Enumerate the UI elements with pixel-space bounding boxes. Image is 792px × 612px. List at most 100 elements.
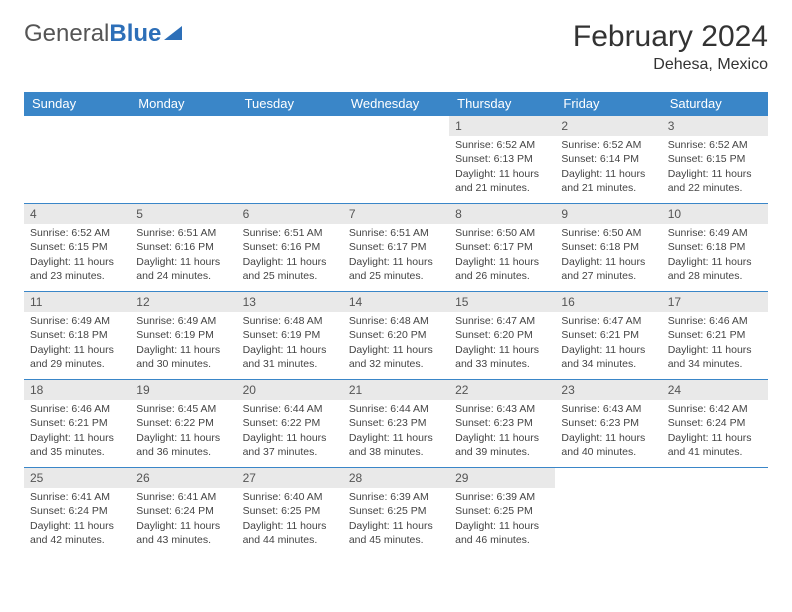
calendar-day-cell: 11Sunrise: 6:49 AMSunset: 6:18 PMDayligh… [24, 292, 130, 380]
brand-logo: GeneralBlue [24, 20, 182, 48]
day-body: Sunrise: 6:51 AMSunset: 6:17 PMDaylight:… [343, 224, 449, 287]
calendar-day-cell: 16Sunrise: 6:47 AMSunset: 6:21 PMDayligh… [555, 292, 661, 380]
sunset-line: Sunset: 6:14 PM [561, 152, 655, 166]
day-number: 16 [555, 292, 661, 312]
calendar-week-row: 1 Sunrise: 6:52 AMSunset: 6:13 PM Daylight… [24, 116, 768, 204]
sunrise-line: Sunrise: 6:39 AM [455, 490, 549, 504]
daylight-line: Daylight: 11 hours and 29 minutes. [30, 343, 124, 371]
day-number-empty [662, 468, 768, 488]
brand-part1: General [24, 20, 109, 48]
calendar-day-cell: 21Sunrise: 6:44 AMSunset: 6:23 PMDayligh… [343, 380, 449, 468]
sunset-line: Sunset: 6:18 PM [668, 240, 762, 254]
day-body: Sunrise: 6:44 AMSunset: 6:22 PMDaylight:… [237, 400, 343, 463]
day-number-empty [237, 116, 343, 136]
title-location: Dehesa, Mexico [573, 56, 768, 74]
daylight-line: Daylight: 11 hours and 36 minutes. [136, 431, 230, 459]
sunset-line: Sunset: 6:25 PM [349, 504, 443, 518]
sunset-line: Sunset: 6:17 PM [349, 240, 443, 254]
sunset-line: Sunset: 6:21 PM [561, 328, 655, 342]
daylight-line: Daylight: 11 hours and 27 minutes. [561, 255, 655, 283]
day-body: Sunrise: 6:50 AMSunset: 6:18 PMDaylight:… [555, 224, 661, 287]
day-number: 25 [24, 468, 130, 488]
daylight-line: Daylight: 11 hours and 43 minutes. [136, 519, 230, 547]
calendar-day-cell: 19Sunrise: 6:45 AMSunset: 6:22 PMDayligh… [130, 380, 236, 468]
sunrise-line: Sunrise: 6:51 AM [136, 226, 230, 240]
day-body: Sunrise: 6:47 AMSunset: 6:21 PMDaylight:… [555, 312, 661, 375]
calendar-day-cell: 22Sunrise: 6:43 AMSunset: 6:23 PMDayligh… [449, 380, 555, 468]
day-number: 18 [24, 380, 130, 400]
daylight-line: Daylight: 11 hours and 31 minutes. [243, 343, 337, 371]
day-body: Sunrise: 6:45 AMSunset: 6:22 PMDaylight:… [130, 400, 236, 463]
weekday-header: Tuesday [237, 92, 343, 116]
daylight-line: Daylight: 11 hours and 38 minutes. [349, 431, 443, 459]
calendar-day-cell: 20Sunrise: 6:44 AMSunset: 6:22 PMDayligh… [237, 380, 343, 468]
calendar-week-row: 4Sunrise: 6:52 AMSunset: 6:15 PMDaylight… [24, 204, 768, 292]
sunset-line: Sunset: 6:23 PM [455, 416, 549, 430]
day-number: 6 [237, 204, 343, 224]
sunset-line: Sunset: 6:21 PM [668, 328, 762, 342]
sunset-line: Sunset: 6:13 PM [455, 152, 549, 166]
day-body: Sunrise: 6:50 AMSunset: 6:17 PMDaylight:… [449, 224, 555, 287]
sunset-line: Sunset: 6:16 PM [136, 240, 230, 254]
daylight-line: Daylight: 11 hours and 33 minutes. [455, 343, 549, 371]
sunset-line: Sunset: 6:18 PM [561, 240, 655, 254]
calendar-day-cell: 2Sunrise: 6:52 AMSunset: 6:14 PMDaylight… [555, 116, 661, 204]
day-number: 28 [343, 468, 449, 488]
daylight-line: Daylight: 11 hours and 21 minutes. [561, 167, 655, 195]
day-body: Sunrise: 6:51 AMSunset: 6:16 PMDaylight:… [130, 224, 236, 287]
title-month: February 2024 [573, 20, 768, 54]
daylight-line: Daylight: 11 hours and 37 minutes. [243, 431, 337, 459]
sunset-line: Sunset: 6:19 PM [243, 328, 337, 342]
sunset-line: Sunset: 6:23 PM [349, 416, 443, 430]
day-number: 1 [449, 116, 555, 136]
sunrise-line: Sunrise: 6:50 AM [561, 226, 655, 240]
calendar-day-cell: 26Sunrise: 6:41 AMSunset: 6:24 PMDayligh… [130, 468, 236, 556]
day-number: 5 [130, 204, 236, 224]
sunrise-line: Sunrise: 6:42 AM [668, 402, 762, 416]
sunset-line: Sunset: 6:16 PM [243, 240, 337, 254]
daylight-line: Daylight: 11 hours and 42 minutes. [30, 519, 124, 547]
sunset-line: Sunset: 6:21 PM [30, 416, 124, 430]
day-body: Sunrise: 6:44 AMSunset: 6:23 PMDaylight:… [343, 400, 449, 463]
day-body: Sunrise: 6:52 AMSunset: 6:15 PMDaylight:… [24, 224, 130, 287]
day-number: 27 [237, 468, 343, 488]
daylight-line: Daylight: 11 hours and 25 minutes. [349, 255, 443, 283]
day-body: Sunrise: 6:49 AMSunset: 6:18 PMDaylight:… [662, 224, 768, 287]
day-body: Sunrise: 6:48 AMSunset: 6:19 PMDaylight:… [237, 312, 343, 375]
sunrise-line: Sunrise: 6:52 AM [455, 138, 549, 152]
day-number: 23 [555, 380, 661, 400]
calendar-day-cell: 4Sunrise: 6:52 AMSunset: 6:15 PMDaylight… [24, 204, 130, 292]
day-body: Sunrise: 6:43 AMSunset: 6:23 PMDaylight:… [449, 400, 555, 463]
sunrise-line: Sunrise: 6:49 AM [136, 314, 230, 328]
day-body: Sunrise: 6:46 AMSunset: 6:21 PMDaylight:… [662, 312, 768, 375]
daylight-line: Daylight: 11 hours and 40 minutes. [561, 431, 655, 459]
sunrise-line: Sunrise: 6:40 AM [243, 490, 337, 504]
sunset-line: Sunset: 6:25 PM [455, 504, 549, 518]
sunrise-line: Sunrise: 6:44 AM [349, 402, 443, 416]
sunset-line: Sunset: 6:22 PM [136, 416, 230, 430]
calendar-day-cell: 13Sunrise: 6:48 AMSunset: 6:19 PMDayligh… [237, 292, 343, 380]
sunset-line: Sunset: 6:24 PM [668, 416, 762, 430]
day-number-empty [343, 116, 449, 136]
day-number: 19 [130, 380, 236, 400]
daylight-line: Daylight: 11 hours and 32 minutes. [349, 343, 443, 371]
day-number-empty [130, 116, 236, 136]
calendar-day-cell: 6Sunrise: 6:51 AMSunset: 6:16 PMDaylight… [237, 204, 343, 292]
calendar-day-cell [237, 116, 343, 204]
day-body: Sunrise: 6:46 AMSunset: 6:21 PMDaylight:… [24, 400, 130, 463]
day-body: Sunrise: 6:51 AMSunset: 6:16 PMDaylight:… [237, 224, 343, 287]
day-number: 8 [449, 204, 555, 224]
sunrise-line: Sunrise: 6:51 AM [243, 226, 337, 240]
weekday-header: Friday [555, 92, 661, 116]
daylight-line: Daylight: 11 hours and 28 minutes. [668, 255, 762, 283]
day-number: 26 [130, 468, 236, 488]
day-number: 9 [555, 204, 661, 224]
day-body: Sunrise: 6:39 AMSunset: 6:25 PMDaylight:… [343, 488, 449, 551]
calendar-day-cell [24, 116, 130, 204]
sunrise-line: Sunrise: 6:43 AM [561, 402, 655, 416]
day-body: Sunrise: 6:49 AMSunset: 6:19 PMDaylight:… [130, 312, 236, 375]
calendar-day-cell [130, 116, 236, 204]
daylight-line: Daylight: 11 hours and 44 minutes. [243, 519, 337, 547]
sunrise-line: Sunrise: 6:48 AM [349, 314, 443, 328]
day-number: 20 [237, 380, 343, 400]
